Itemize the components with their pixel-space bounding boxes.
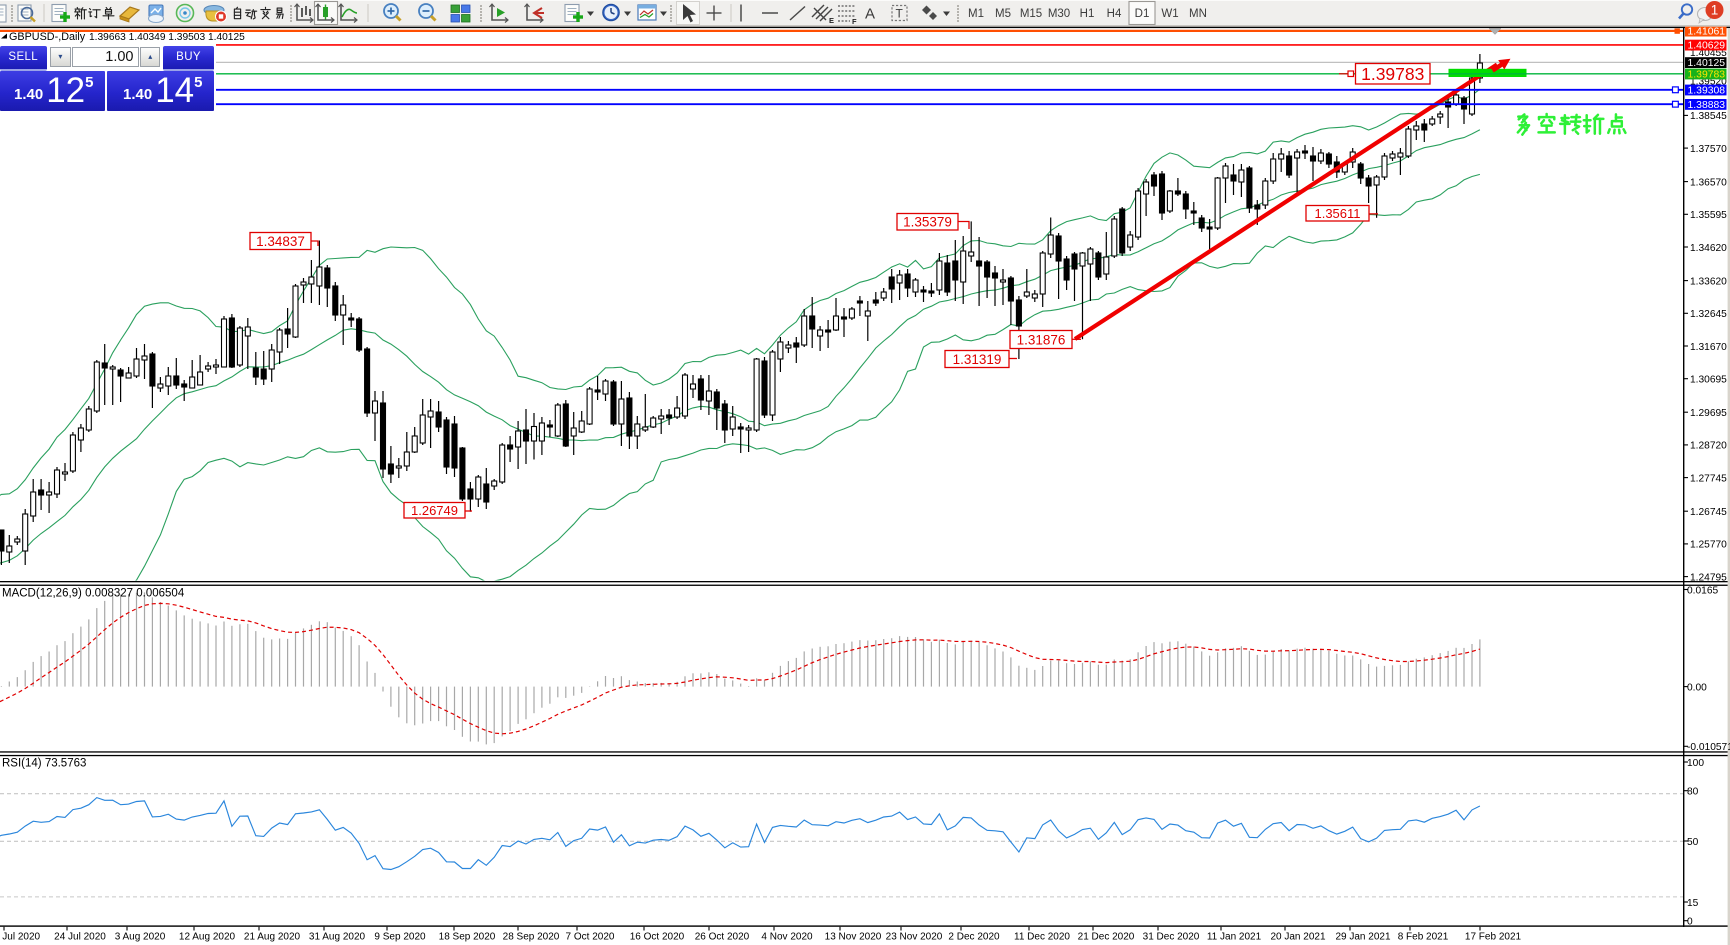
- svg-text:1.40455: 1.40455: [1690, 48, 1727, 59]
- svg-text:29 Jan 2021: 29 Jan 2021: [1335, 932, 1390, 943]
- svg-text:1.41061: 1.41061: [1688, 27, 1726, 38]
- svg-text:M15: M15: [1020, 8, 1042, 20]
- svg-text:M5: M5: [995, 8, 1011, 20]
- svg-text:1.26749: 1.26749: [411, 503, 458, 518]
- svg-text:1.33620: 1.33620: [1690, 276, 1727, 287]
- svg-text:3 Aug 2020: 3 Aug 2020: [115, 932, 166, 943]
- svg-text:1.25770: 1.25770: [1690, 540, 1727, 551]
- svg-text:9 Sep 2020: 9 Sep 2020: [374, 932, 426, 943]
- svg-text:1.31876: 1.31876: [1017, 332, 1066, 347]
- svg-text:H1: H1: [1080, 8, 1095, 20]
- svg-text:18 Sep 2020: 18 Sep 2020: [439, 932, 496, 943]
- svg-text:21 Aug 2020: 21 Aug 2020: [244, 932, 301, 943]
- svg-text:1: 1: [1711, 3, 1719, 18]
- svg-text:1.35379: 1.35379: [903, 215, 952, 230]
- svg-text:12 Aug 2020: 12 Aug 2020: [179, 932, 236, 943]
- svg-text:1.24795: 1.24795: [1690, 572, 1727, 583]
- svg-text:1.40125: 1.40125: [1688, 58, 1726, 69]
- svg-text:1.38883: 1.38883: [1688, 100, 1726, 111]
- svg-text:1.40629: 1.40629: [1688, 41, 1726, 52]
- svg-text:4 Nov 2020: 4 Nov 2020: [761, 932, 813, 943]
- svg-text:6 Jul 2020: 6 Jul 2020: [0, 932, 41, 943]
- svg-text:RSI(14) 73.5763: RSI(14) 73.5763: [2, 758, 86, 770]
- svg-text:13 Nov 2020: 13 Nov 2020: [825, 932, 882, 943]
- svg-text:1.31670: 1.31670: [1690, 342, 1727, 353]
- svg-text:1.36570: 1.36570: [1690, 177, 1727, 188]
- svg-text:1.37570: 1.37570: [1690, 144, 1727, 155]
- svg-text:MN: MN: [1189, 8, 1207, 20]
- svg-text:W1: W1: [1161, 8, 1178, 20]
- svg-text:50: 50: [1687, 837, 1699, 848]
- svg-text:1.27745: 1.27745: [1690, 473, 1727, 484]
- svg-text:11 Jan 2021: 11 Jan 2021: [1207, 932, 1262, 943]
- svg-text:1.31319: 1.31319: [953, 352, 1002, 367]
- svg-text:100: 100: [1687, 758, 1704, 769]
- svg-text:0.00: 0.00: [1687, 682, 1707, 693]
- svg-text:1.39783: 1.39783: [1688, 70, 1726, 81]
- svg-text:2 Dec 2020: 2 Dec 2020: [948, 932, 1000, 943]
- svg-text:21 Dec 2020: 21 Dec 2020: [1078, 932, 1135, 943]
- svg-text:1.28720: 1.28720: [1690, 441, 1727, 452]
- svg-text:GBPUSD-,Daily: GBPUSD-,Daily: [9, 31, 86, 43]
- svg-text:1.26745: 1.26745: [1690, 507, 1727, 518]
- svg-text:-0.010571: -0.010571: [1687, 742, 1730, 753]
- svg-text:20 Jan 2021: 20 Jan 2021: [1270, 932, 1325, 943]
- svg-text:8 Feb 2021: 8 Feb 2021: [1398, 932, 1449, 943]
- svg-text:1.32645: 1.32645: [1690, 309, 1727, 320]
- svg-text:1.39308: 1.39308: [1688, 86, 1726, 97]
- svg-text:1.34620: 1.34620: [1690, 243, 1727, 254]
- svg-text:F: F: [852, 17, 857, 26]
- svg-text:MACD(12,26,9) 0.008327 0.00650: MACD(12,26,9) 0.008327 0.006504: [2, 588, 185, 600]
- svg-text:1.35611: 1.35611: [1314, 206, 1360, 221]
- svg-text:1.39783: 1.39783: [1361, 64, 1424, 84]
- svg-text:1.29695: 1.29695: [1690, 408, 1727, 419]
- svg-text:80: 80: [1687, 787, 1699, 798]
- svg-text:1.38545: 1.38545: [1690, 111, 1727, 122]
- svg-text:24 Jul 2020: 24 Jul 2020: [54, 932, 106, 943]
- svg-text:1.30695: 1.30695: [1690, 375, 1727, 386]
- svg-text:0.0165: 0.0165: [1687, 585, 1718, 596]
- svg-text:T: T: [896, 7, 904, 21]
- svg-text:E: E: [829, 16, 834, 25]
- svg-text:H4: H4: [1107, 8, 1122, 20]
- svg-text:31 Aug 2020: 31 Aug 2020: [309, 932, 366, 943]
- svg-text:1.39663 1.40349 1.39503 1.4012: 1.39663 1.40349 1.39503 1.40125: [89, 32, 245, 43]
- svg-text:15: 15: [1687, 898, 1699, 909]
- svg-text:A: A: [865, 6, 875, 23]
- svg-text:M30: M30: [1048, 8, 1070, 20]
- svg-text:23 Nov 2020: 23 Nov 2020: [886, 932, 943, 943]
- svg-text:11 Dec 2020: 11 Dec 2020: [1014, 932, 1070, 943]
- svg-text:17 Feb 2021: 17 Feb 2021: [1465, 932, 1522, 943]
- svg-text:7 Oct 2020: 7 Oct 2020: [566, 932, 615, 943]
- svg-text:1.34837: 1.34837: [256, 234, 305, 249]
- svg-text:31 Dec 2020: 31 Dec 2020: [1143, 932, 1200, 943]
- svg-text:26 Oct 2020: 26 Oct 2020: [695, 932, 750, 943]
- svg-text:28 Sep 2020: 28 Sep 2020: [503, 932, 560, 943]
- svg-text:16 Oct 2020: 16 Oct 2020: [630, 932, 685, 943]
- svg-text:0: 0: [1687, 917, 1693, 928]
- svg-text:1.35595: 1.35595: [1690, 210, 1727, 221]
- svg-text:D1: D1: [1135, 8, 1150, 20]
- svg-text:M1: M1: [968, 8, 984, 20]
- svg-text:1.39520: 1.39520: [1690, 77, 1727, 88]
